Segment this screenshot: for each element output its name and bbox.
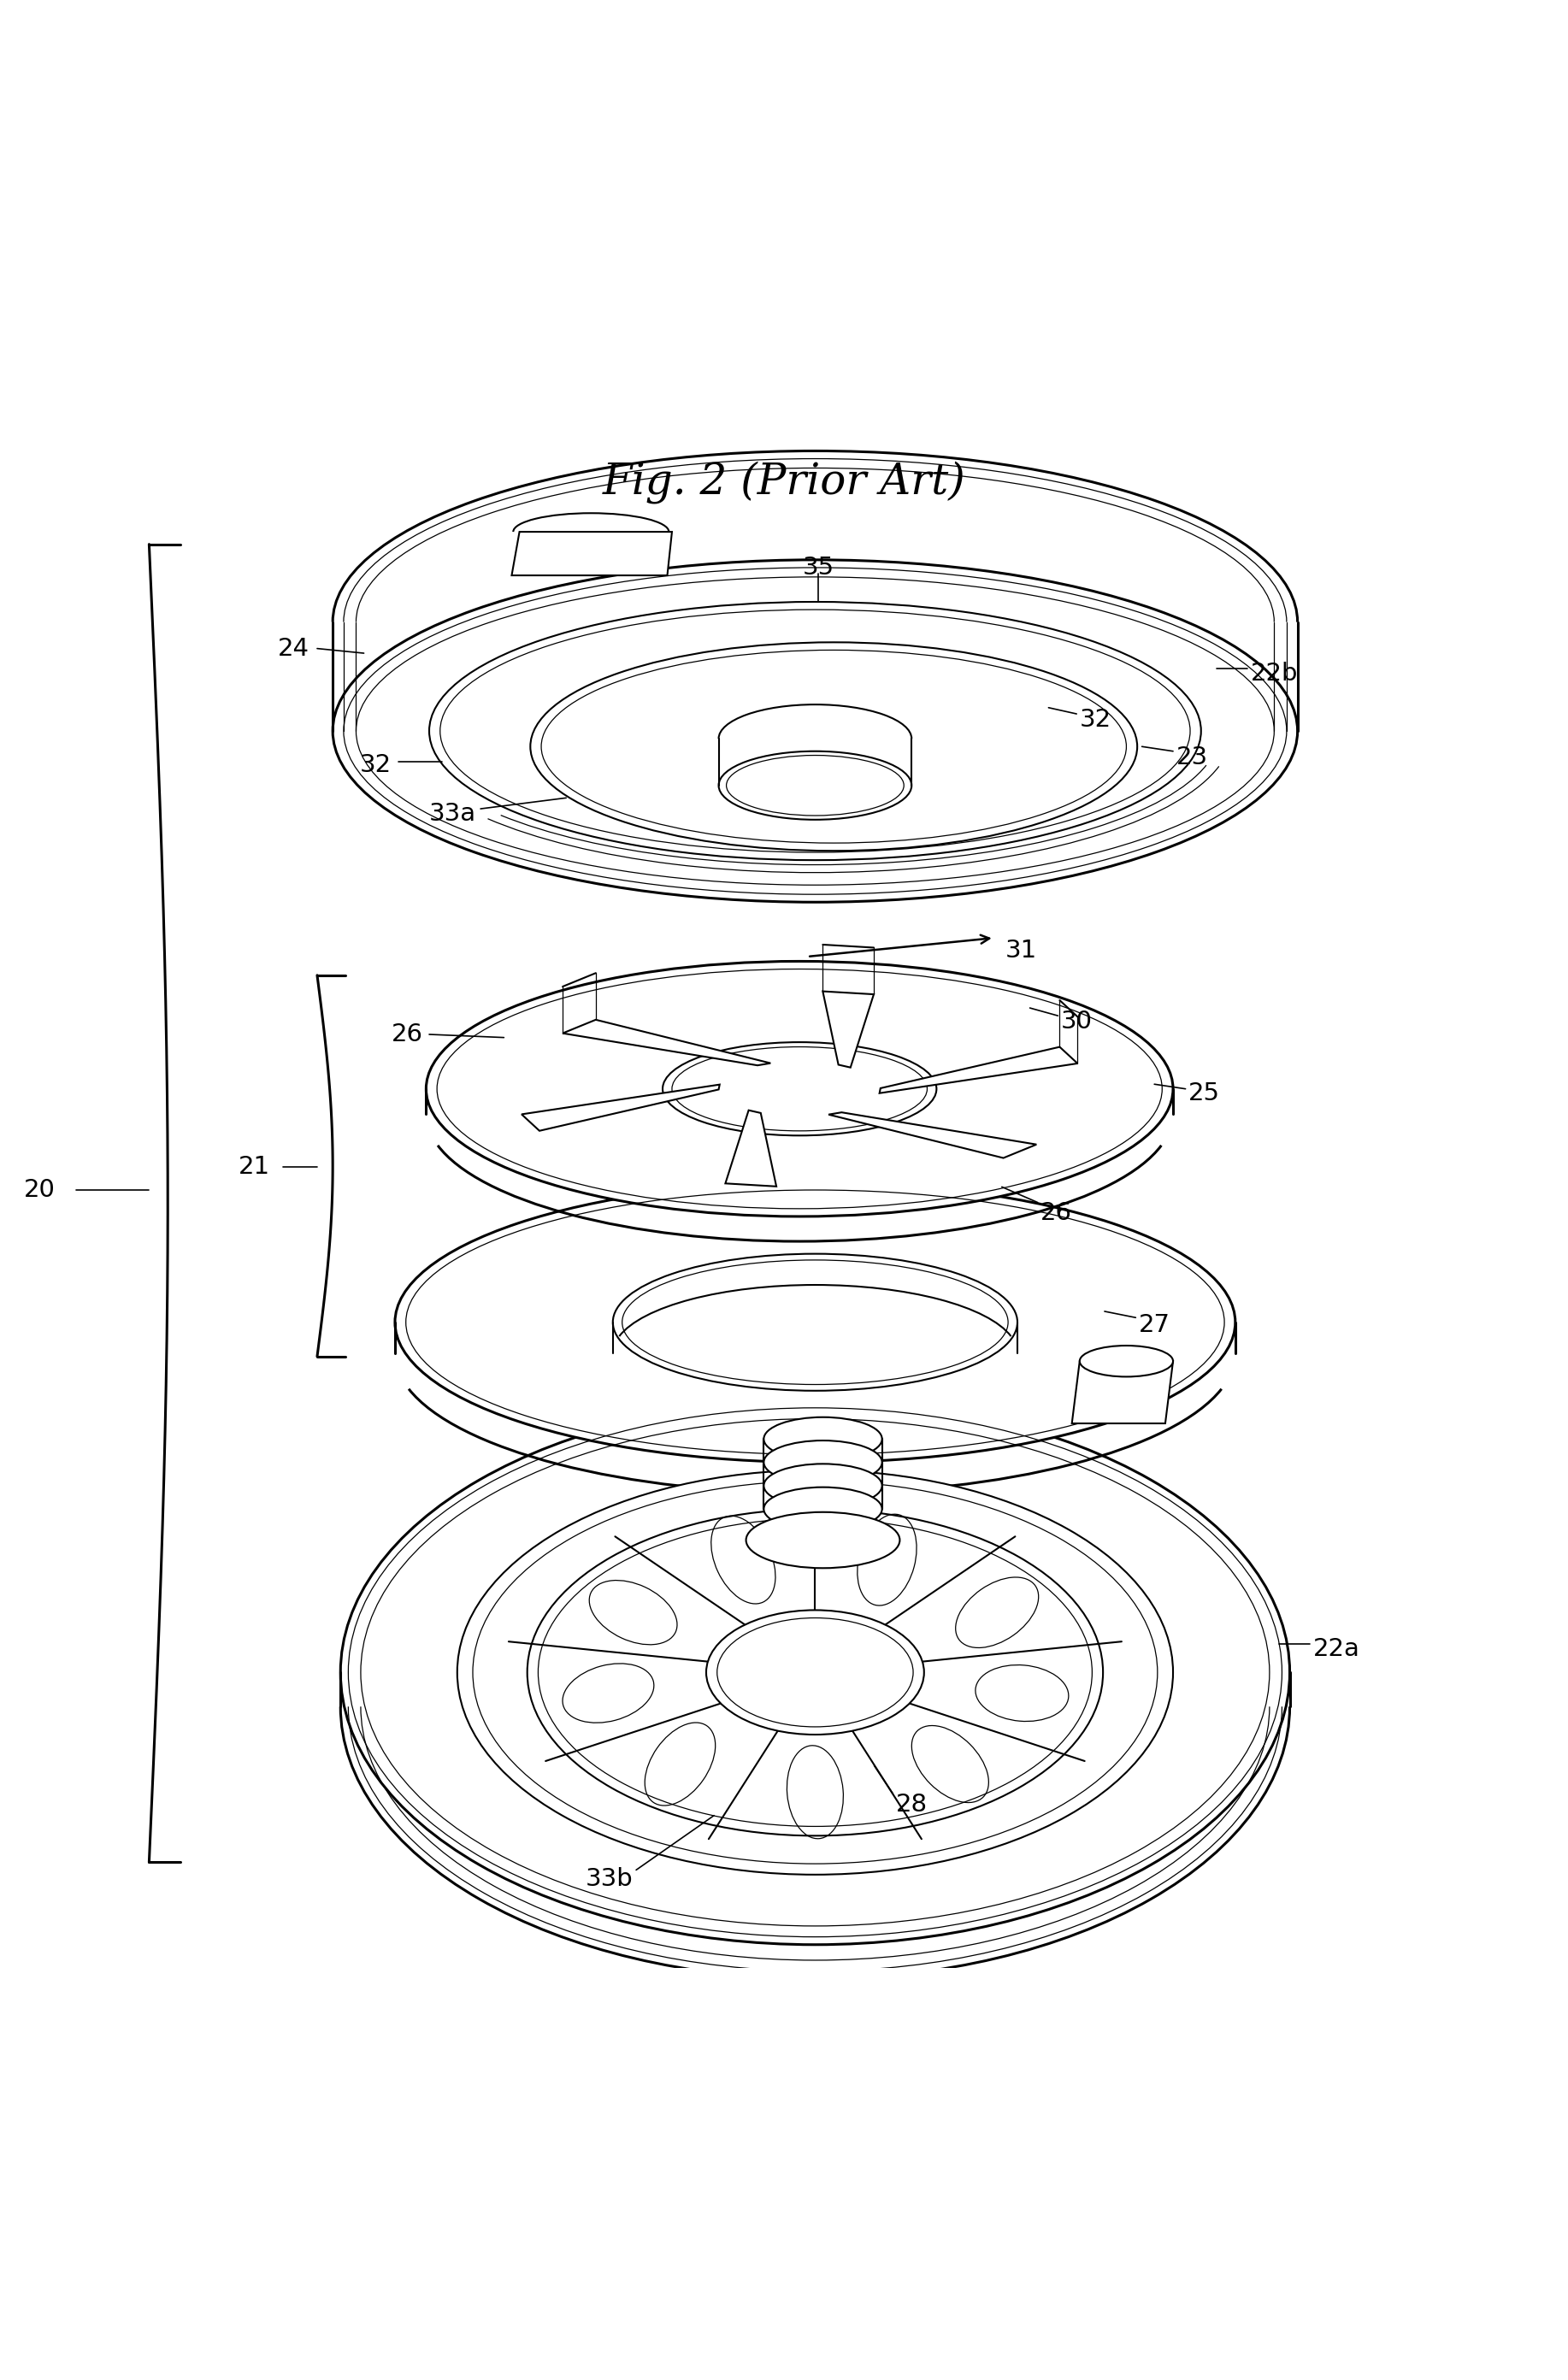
Polygon shape (880, 1047, 1077, 1092)
Ellipse shape (1080, 1345, 1173, 1376)
Text: 27: 27 (1138, 1314, 1170, 1338)
Ellipse shape (426, 962, 1173, 1216)
Polygon shape (823, 992, 873, 1069)
Polygon shape (828, 1111, 1036, 1159)
Text: 22b: 22b (1251, 662, 1298, 685)
Text: 20: 20 (24, 1178, 56, 1202)
Ellipse shape (430, 602, 1201, 859)
Ellipse shape (718, 752, 911, 819)
Ellipse shape (764, 1488, 883, 1530)
Polygon shape (511, 531, 673, 576)
Ellipse shape (340, 1399, 1290, 1944)
Polygon shape (726, 1109, 776, 1185)
Text: Fig. 2 (Prior Art): Fig. 2 (Prior Art) (602, 462, 966, 505)
Text: 33b: 33b (585, 1868, 633, 1892)
Ellipse shape (332, 559, 1298, 902)
Text: 23: 23 (1176, 745, 1207, 769)
Text: 33a: 33a (428, 802, 475, 826)
Ellipse shape (527, 1509, 1102, 1835)
Text: 28: 28 (895, 1792, 928, 1816)
Ellipse shape (395, 1183, 1236, 1461)
Text: 26: 26 (1041, 1202, 1073, 1226)
Ellipse shape (764, 1464, 883, 1507)
Ellipse shape (663, 1042, 936, 1135)
Ellipse shape (764, 1416, 883, 1461)
Polygon shape (522, 1085, 720, 1131)
Text: 25: 25 (1189, 1081, 1220, 1104)
Text: 21: 21 (238, 1154, 270, 1178)
Ellipse shape (530, 643, 1137, 850)
Polygon shape (1073, 1361, 1173, 1423)
Text: 32: 32 (1080, 709, 1112, 733)
Text: 30: 30 (1062, 1009, 1093, 1033)
Text: 22a: 22a (1312, 1637, 1359, 1661)
Ellipse shape (706, 1611, 924, 1735)
Text: 31: 31 (1005, 938, 1036, 962)
Text: 32: 32 (361, 752, 392, 778)
Ellipse shape (613, 1254, 1018, 1390)
Ellipse shape (764, 1440, 883, 1485)
Ellipse shape (746, 1511, 900, 1568)
Text: 35: 35 (803, 555, 834, 581)
Ellipse shape (458, 1471, 1173, 1875)
Text: 26: 26 (392, 1023, 423, 1047)
Text: 24: 24 (278, 635, 309, 662)
Polygon shape (563, 1019, 770, 1066)
